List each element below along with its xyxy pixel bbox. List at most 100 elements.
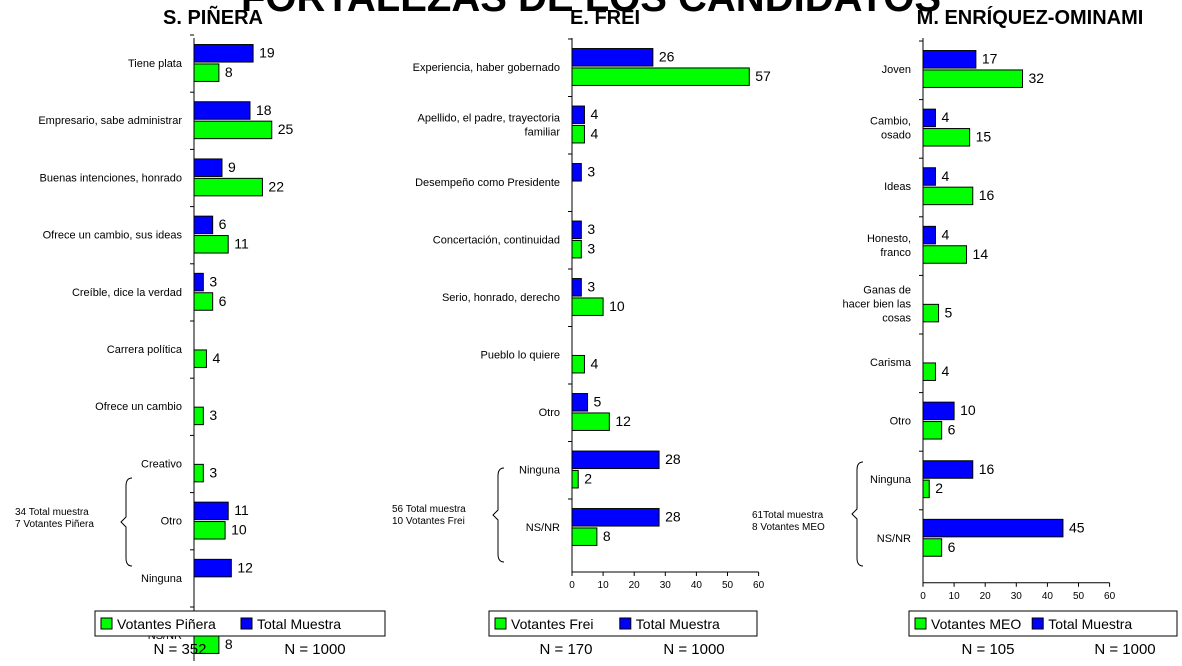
legend-label-total: Total Muestra [1048, 616, 1132, 632]
category-label: Otro [890, 416, 911, 428]
x-tick-label: 10 [949, 591, 961, 602]
bar-total-muestra [571, 48, 654, 67]
bar-votantes [922, 421, 943, 440]
chart-panel-2: E. FREI 0 10 20 30 40 50 60 Experiencia, haber g… [392, 7, 771, 658]
bracket [120, 477, 133, 567]
bar-votantes [193, 406, 204, 426]
bar-total-muestra [922, 50, 977, 69]
data-label-votantes: 8 [225, 636, 233, 652]
data-label-total: 3 [209, 273, 217, 289]
category-label: Pueblo lo quiere [480, 350, 560, 362]
chart-title: M. ENRÍQUEZ-OMINAMI [917, 6, 1144, 29]
bar-votantes [922, 362, 936, 381]
bar-total-muestra [571, 105, 585, 125]
x-tick-label: 0 [569, 580, 575, 591]
data-label-votantes: 8 [225, 64, 233, 80]
data-label-votantes: 14 [973, 246, 989, 262]
data-label-votantes: 6 [948, 539, 956, 555]
category-label: Ofrece un cambio [95, 401, 182, 413]
legend-swatch-total [240, 617, 253, 630]
legend-swatch-votantes [494, 617, 507, 630]
bar-votantes [571, 297, 604, 316]
category-label: Carisma [870, 357, 912, 369]
data-label-total: 19 [259, 45, 275, 61]
category-label: Otro [161, 516, 182, 528]
data-label-votantes: 12 [615, 413, 631, 429]
category-label: Ninguna [519, 465, 561, 477]
data-label-votantes: 6 [219, 293, 227, 309]
category-label: Concertación, continuidad [433, 235, 560, 247]
bar-total-muestra [571, 450, 660, 470]
data-label-votantes: 4 [941, 363, 949, 379]
category-label: Creativo [141, 458, 182, 470]
chart-panel-3: M. ENRÍQUEZ-OMINAMI 0 10 20 30 40 50 60 Joven 17 3… [752, 6, 1178, 658]
bar-total-muestra [922, 518, 1064, 538]
data-label-total: 4 [941, 226, 949, 242]
chart-panel-1: S. PIÑERA0102030405060Tiene plata198Empr… [15, 6, 386, 666]
x-tick-label: 30 [1011, 591, 1023, 602]
category-label: Joven [882, 64, 911, 76]
bar-total-muestra [193, 158, 223, 177]
chart-title: S. PIÑERA [163, 6, 263, 29]
bar-votantes [193, 463, 204, 483]
bar-votantes [193, 521, 226, 540]
x-tick-label: 50 [1073, 591, 1085, 602]
bar-votantes [571, 67, 750, 86]
category-label: Cambio, osado [870, 116, 911, 142]
bar-votantes [571, 354, 585, 374]
category-label: Otro [539, 407, 560, 419]
legend-label-total: Total Muestra [636, 616, 720, 632]
bar-votantes [571, 124, 585, 144]
data-label-total: 5 [594, 394, 602, 410]
legend-box [94, 610, 386, 637]
legend-label-votantes: Votantes MEO [931, 616, 1021, 632]
legend-label-votantes: Votantes Frei [511, 616, 594, 632]
bar-votantes [571, 469, 579, 489]
data-label-votantes: 22 [268, 178, 284, 194]
category-label: Tiene plata [128, 58, 183, 70]
category-label: Ofrece un cambio, sus ideas [43, 230, 183, 242]
x-tick-label: 10 [598, 580, 610, 591]
bar-votantes [193, 292, 214, 311]
bracket [492, 467, 505, 563]
category-label: Honesto, franco [867, 233, 911, 259]
legend-label-votantes: Votantes Piñera [117, 616, 216, 632]
chart-title: E. FREI [570, 7, 640, 29]
bar-total-muestra [571, 393, 589, 412]
bar-votantes [922, 69, 1024, 88]
data-label-total: 11 [234, 502, 249, 518]
data-label-votantes: 5 [945, 304, 953, 320]
bar-total-muestra [922, 225, 936, 245]
sample-size-total: N = 1000 [284, 641, 345, 658]
data-label-votantes: 3 [587, 240, 595, 256]
category-label: Ninguna [141, 573, 183, 585]
bar-votantes [922, 245, 968, 264]
bracket-note-line: 61Total muestra [752, 510, 824, 521]
data-label-votantes: 8 [603, 528, 611, 544]
bracket-note-line: 56 Total muestra [392, 504, 466, 515]
sample-size-votantes: N = 352 [154, 641, 207, 658]
legend-swatch-votantes [914, 617, 927, 630]
bracket-note-line: 7 Votantes Piñera [15, 519, 94, 530]
data-label-total: 4 [941, 168, 949, 184]
data-label-total: 10 [960, 402, 976, 418]
category-label: Empresario, sabe administrar [38, 115, 182, 127]
data-label-total: 12 [237, 559, 253, 575]
data-label-total: 4 [590, 106, 598, 122]
sample-size-total: N = 1000 [663, 641, 724, 658]
data-label-votantes: 10 [609, 298, 625, 314]
bar-votantes [193, 349, 207, 368]
category-label: NS/NR [877, 533, 911, 545]
bar-total-muestra [193, 501, 229, 521]
category-label: Buenas intenciones, honrado [40, 172, 183, 184]
x-tick-label: 30 [660, 580, 672, 591]
bracket-note-line: 34 Total muestra [15, 507, 89, 518]
page-title: FORTALEZAS DE LOS CANDIDATOS [241, 0, 941, 20]
data-label-total: 28 [665, 509, 681, 525]
legend: Votantes Piñera Total Muestra [94, 610, 386, 637]
data-label-total: 3 [587, 221, 595, 237]
data-label-votantes: 3 [209, 464, 217, 480]
sample-size-votantes: N = 170 [540, 641, 593, 658]
x-tick-label: 50 [722, 580, 734, 591]
